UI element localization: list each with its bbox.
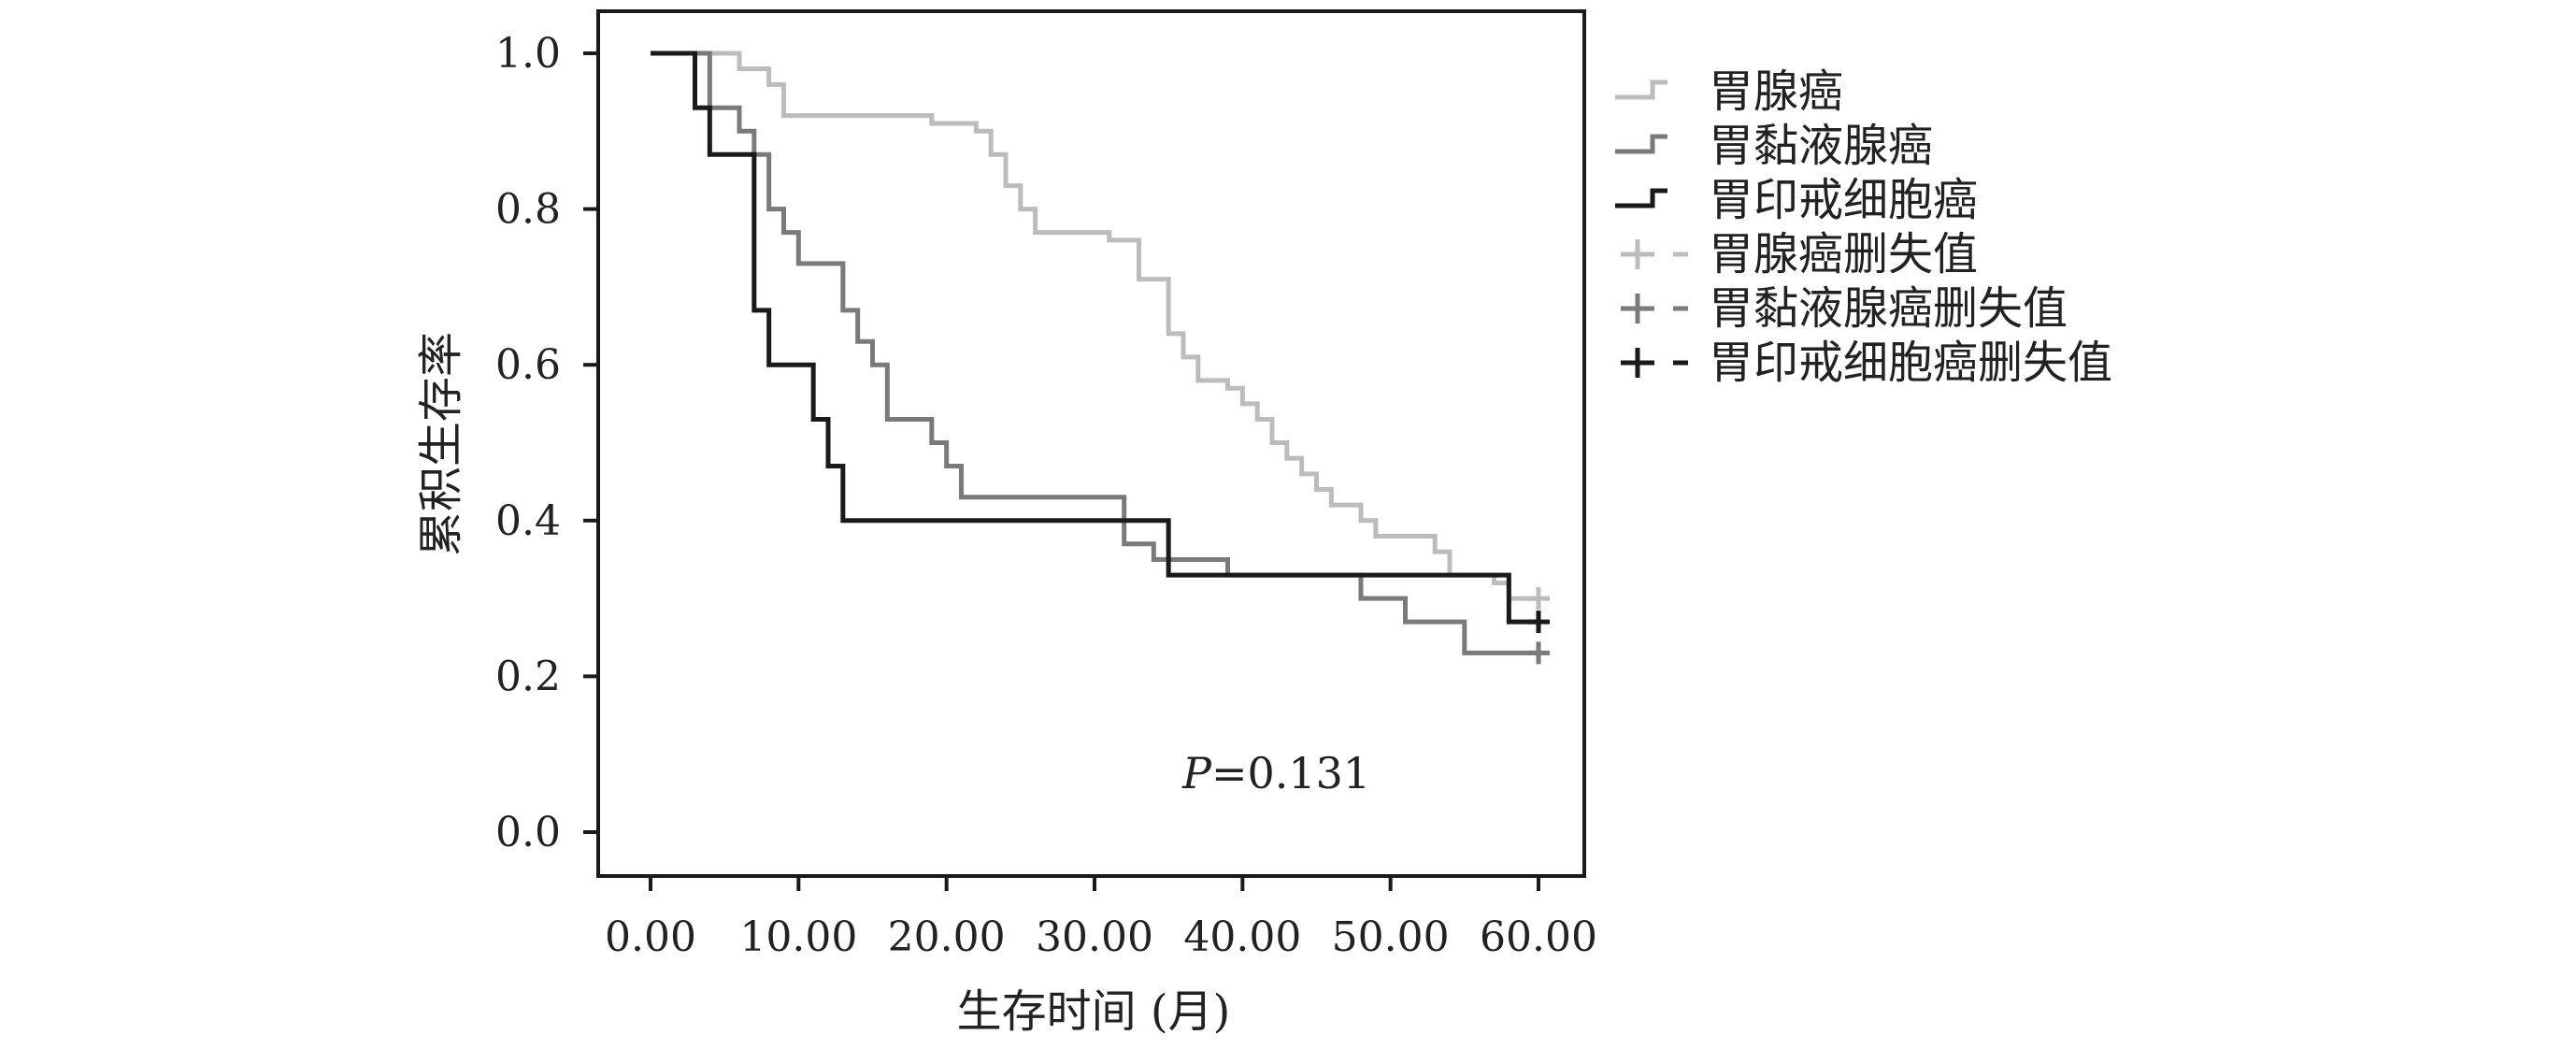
plot-frame <box>596 9 1586 878</box>
x-tick-label: 10.00 <box>739 913 857 961</box>
series-layer <box>651 50 1538 655</box>
x-tick-label: 0.00 <box>605 913 696 961</box>
x-tick-label: 50.00 <box>1332 913 1450 961</box>
y-tick-label: 1.0 <box>495 30 561 78</box>
legend-swatch-line-1 <box>1615 79 1667 100</box>
x-tick-label: 20.00 <box>888 913 1006 961</box>
legend-censor-label-1: 胃腺癌删失值 <box>1709 228 1978 280</box>
x-tick-label: 60.00 <box>1480 913 1597 961</box>
x-tick-label: 40.00 <box>1183 913 1301 961</box>
series-line-1 <box>651 50 1538 601</box>
p-value: =0.131 <box>1211 748 1370 798</box>
legend-censor-label-2: 胃黏液腺癌删失值 <box>1709 282 2068 335</box>
legend-censor-label-3: 胃印戒细胞癌删失值 <box>1709 337 2112 389</box>
p-value-annotation: P=0.131 <box>1181 748 1370 798</box>
y-axis-title: 累积生存率 <box>415 332 467 556</box>
x-axis-title: 生存时间 (月) <box>957 985 1231 1038</box>
legend-swatch-line-3 <box>1615 188 1667 208</box>
series-line-3 <box>651 50 1538 625</box>
legend-label-1: 胃腺癌 <box>1709 65 1843 118</box>
censor-marks <box>1527 587 1550 665</box>
y-axis: 0.0 0.2 0.4 0.6 0.8 1.0 <box>495 30 598 856</box>
y-tick-label: 0.6 <box>495 341 561 389</box>
y-tick-label: 0.8 <box>495 186 561 234</box>
x-tick-label: 30.00 <box>1036 913 1153 961</box>
legend-label-2: 胃黏液腺癌 <box>1709 120 1933 172</box>
p-label: P <box>1181 748 1212 798</box>
legend-swatch-line-2 <box>1615 134 1667 154</box>
x-axis: 0.00 10.00 20.00 30.00 40.00 50.00 60.00 <box>605 876 1597 961</box>
y-tick-label: 0.0 <box>495 809 561 856</box>
legend-label-3: 胃印戒细胞癌 <box>1709 174 1978 226</box>
y-tick-label: 0.4 <box>495 497 561 545</box>
y-tick-label: 0.2 <box>495 653 561 700</box>
